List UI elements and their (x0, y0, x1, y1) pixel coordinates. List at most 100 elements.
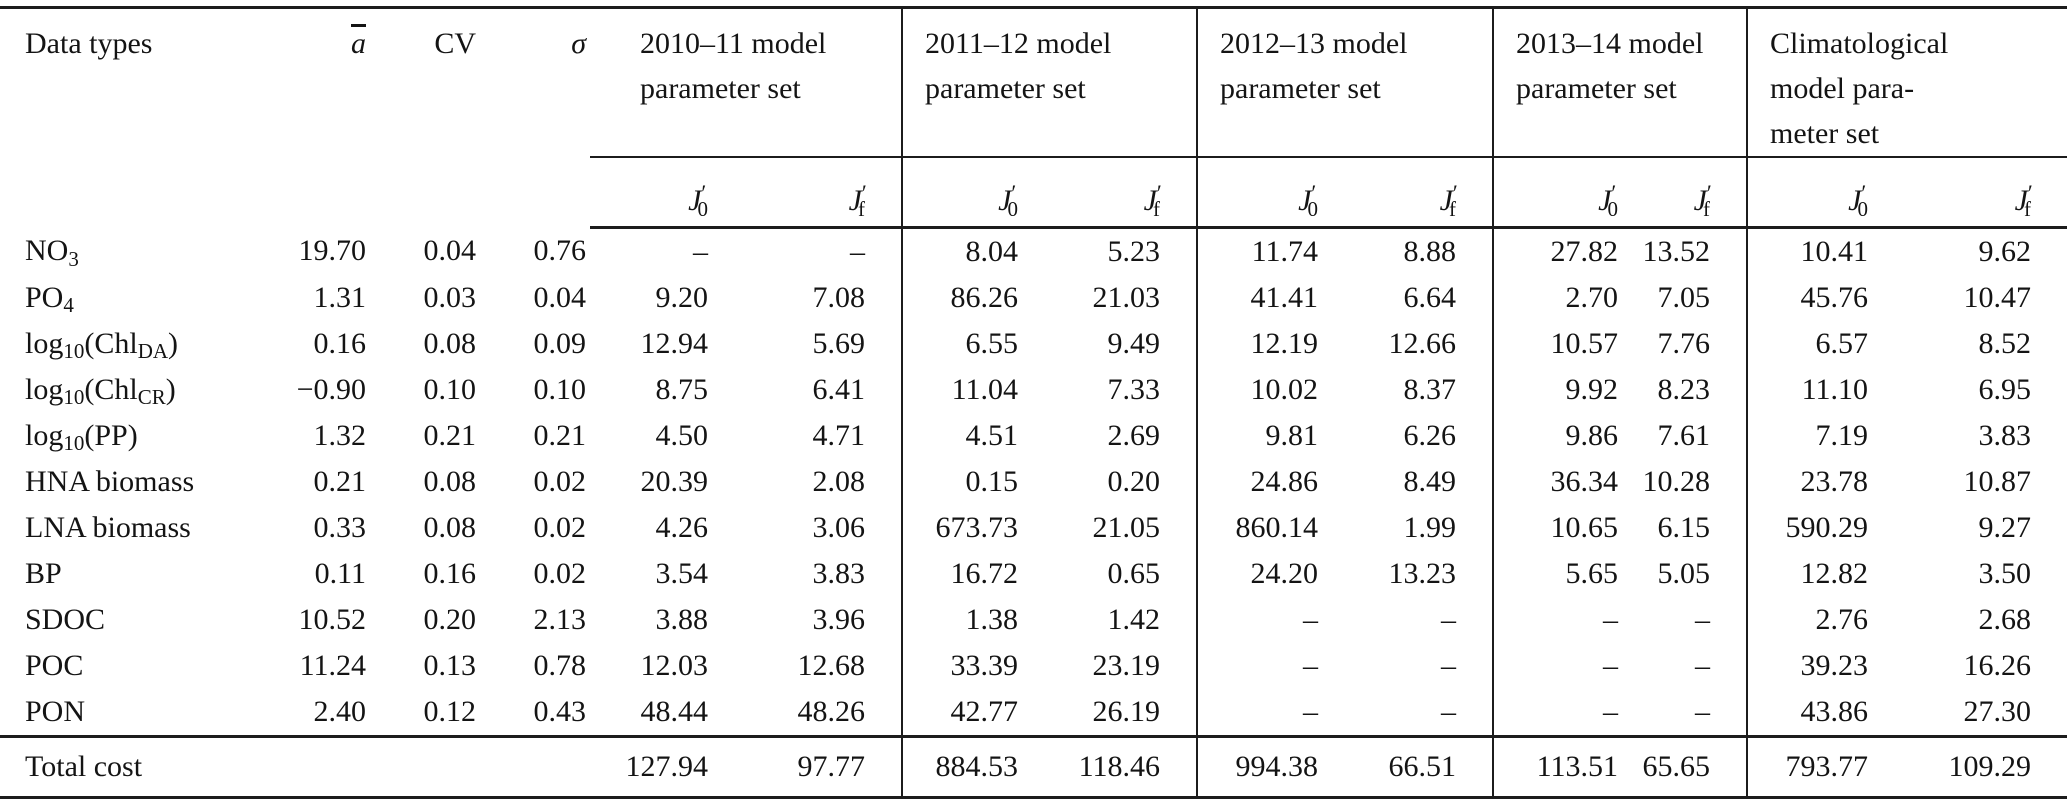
total-climatological-jf: 109.29 (1870, 734, 2067, 797)
cell-log10-ChlCR-2012-13-j0: 10.02 (1196, 366, 1320, 413)
j-letter: J (1848, 183, 1862, 217)
label-subscript: 10 (63, 339, 85, 364)
cell-POC-2013-14-j0: – (1492, 642, 1620, 689)
abar-value: −0.90 (296, 372, 366, 406)
j-subscript: 0 (1857, 196, 1869, 221)
label-subscript: 3 (68, 246, 79, 271)
cell-LNA-biomass-2013-14-jf: 6.15 (1657, 510, 1711, 544)
cell-log10-PP-2012-13-jf: 6.26 (1403, 418, 1457, 452)
data-row-log10-ChlDA: log10(ChlDA) 0.16 0.08 0.09 12.94 5.69 6.55 9.4… (0, 320, 2067, 367)
j-subscript: f (858, 196, 865, 221)
cell-NO3-2010-11-j0: – (693, 234, 708, 268)
j-0-symbol: J′0 (998, 181, 1019, 221)
group-header-2011-12: 2011–12 model parameter set (901, 7, 1197, 158)
group-title-line: Climatological (1770, 27, 1949, 60)
cost-function-table: Data types a CV σ 2010–11 model parameter… (0, 6, 2067, 799)
cell-PON-2013-14-j0: – (1492, 688, 1620, 736)
data-row-PO4: PO4 1.31 0.03 0.04 9.20 7.08 86.26 21.03 41.41 6.… (0, 274, 2067, 321)
cell-BP-2010-11-jf: 3.83 (812, 556, 866, 590)
j-letter: J (1439, 183, 1453, 217)
sigma-value: 0.02 (533, 464, 587, 498)
cell-PON-2012-13-jf: – (1441, 694, 1456, 728)
cell-PO4-2013-14-j0: 2.70 (1492, 274, 1620, 321)
cell-log10-ChlDA-2013-14-jf: 7.76 (1657, 326, 1711, 360)
j-letter: J (998, 183, 1012, 217)
group-header-2010-11: 2010–11 model parameter set (590, 7, 902, 158)
cv-value: 0.08 (423, 326, 477, 360)
data-row-LNA-biomass: LNA biomass 0.33 0.08 0.02 4.26 3.06 673.73 21.… (0, 504, 2067, 551)
j-subscript: 0 (697, 196, 709, 221)
row-label-log10-ChlDA: log10(ChlDA) (0, 321, 262, 367)
label-text: (Chl (84, 372, 138, 406)
sigma-value: 0.02 (533, 510, 587, 544)
column-header-a-bar: a (262, 8, 370, 228)
cell-SDOC-2011-12-j0: 1.38 (901, 596, 1020, 643)
j-letter: J (1598, 183, 1612, 217)
data-row-BP: BP 0.11 0.16 0.02 3.54 3.83 16.72 0.65 24.20 13.2… (0, 550, 2067, 597)
j-letter: J (1143, 183, 1157, 217)
cell-PO4-2011-12-j0: 86.26 (901, 274, 1020, 321)
cell-POC-2010-11-jf: 12.68 (797, 648, 866, 682)
cell-NO3-2011-12-j0: 8.04 (901, 227, 1020, 275)
cell-BP-2013-14-j0: 5.65 (1492, 550, 1620, 597)
cell-LNA-biomass-2011-12-jf: 21.05 (1092, 510, 1161, 544)
cell-LNA-biomass-climatological-j0: 590.29 (1746, 504, 1870, 551)
cv-value: 0.21 (423, 418, 477, 452)
total-cost-label: Total cost (0, 734, 262, 797)
prime-mark: ′ (701, 179, 707, 205)
j-0-symbol: J′0 (1598, 181, 1618, 220)
label-text: PO (25, 280, 64, 314)
subheader-j0-2010-11: J′0 (590, 157, 710, 229)
label-text: BP (25, 556, 62, 590)
subheader-jf-2012-13: J′f (1320, 157, 1493, 229)
cell-log10-ChlDA-2013-14-j0: 10.57 (1492, 320, 1620, 367)
group-title-line: 2013–14 model (1516, 27, 1704, 60)
label-text: NO (25, 233, 69, 267)
total-2012-13-jf: 66.51 (1320, 734, 1493, 797)
cell-POC-2011-12-jf: 23.19 (1092, 648, 1161, 682)
label-text: LNA biomass (25, 510, 191, 544)
row-label-log10-PP: log10(PP) (0, 413, 262, 459)
subheader-jf-2013-14: J′f (1620, 157, 1747, 229)
label-text: SDOC (25, 602, 106, 636)
prime-mark: ′ (861, 179, 867, 205)
label-text: (PP) (84, 418, 138, 452)
cell-log10-ChlCR-2011-12-j0: 11.04 (901, 366, 1020, 413)
group-title-line: model para- (1770, 72, 1915, 105)
data-row-POC: POC 11.24 0.13 0.78 12.03 12.68 33.39 23.19 – – – –… (0, 642, 2067, 689)
column-header-sigma: σ (480, 8, 590, 228)
sigma-value: 0.43 (533, 694, 587, 728)
prime-mark: ′ (1611, 179, 1617, 205)
row-label-SDOC: SDOC (0, 597, 262, 643)
group-header-climatological: Climatological model para-meter set (1746, 7, 2067, 158)
label-text: PON (25, 694, 86, 728)
cell-PON-climatological-jf: 27.30 (1963, 694, 2032, 728)
label-subscript: 4 (63, 293, 74, 318)
cv-label: CV (434, 27, 476, 60)
abar-value: 0.33 (313, 510, 367, 544)
label-text: ) (168, 326, 179, 360)
cell-LNA-biomass-2011-12-j0: 673.73 (901, 504, 1020, 551)
cell-log10-ChlCR-climatological-jf: 6.95 (1978, 372, 2032, 406)
cell-log10-ChlCR-2010-11-jf: 6.41 (812, 372, 866, 406)
cell-log10-ChlDA-2010-11-j0: 12.94 (640, 326, 709, 360)
cell-log10-PP-climatological-jf: 3.83 (1978, 418, 2032, 452)
j-subscript: 0 (1007, 196, 1019, 221)
abar-value: 0.11 (314, 556, 366, 590)
cell-HNA-biomass-climatological-jf: 10.87 (1963, 464, 2032, 498)
row-label-HNA-biomass: HNA biomass (0, 459, 262, 505)
cv-value: 0.16 (423, 556, 477, 590)
group-header-2013-14: 2013–14 model parameter set (1492, 7, 1747, 158)
cell-log10-PP-2013-14-j0: 9.86 (1492, 412, 1620, 459)
sigma-value: 0.76 (533, 233, 587, 267)
cell-SDOC-2013-14-jf: – (1695, 602, 1710, 636)
j-subscript: f (1703, 196, 1710, 221)
abar-value: 1.31 (313, 280, 367, 314)
cell-NO3-2012-13-jf: 8.88 (1403, 234, 1457, 268)
prime-mark: ′ (1861, 179, 1867, 205)
sigma-value: 0.21 (533, 418, 587, 452)
row-label-NO3: NO3 (0, 227, 262, 275)
j-subscript: 0 (1307, 196, 1319, 221)
sigma-value: 0.10 (533, 372, 587, 406)
cell-LNA-biomass-2013-14-j0: 10.65 (1492, 504, 1620, 551)
